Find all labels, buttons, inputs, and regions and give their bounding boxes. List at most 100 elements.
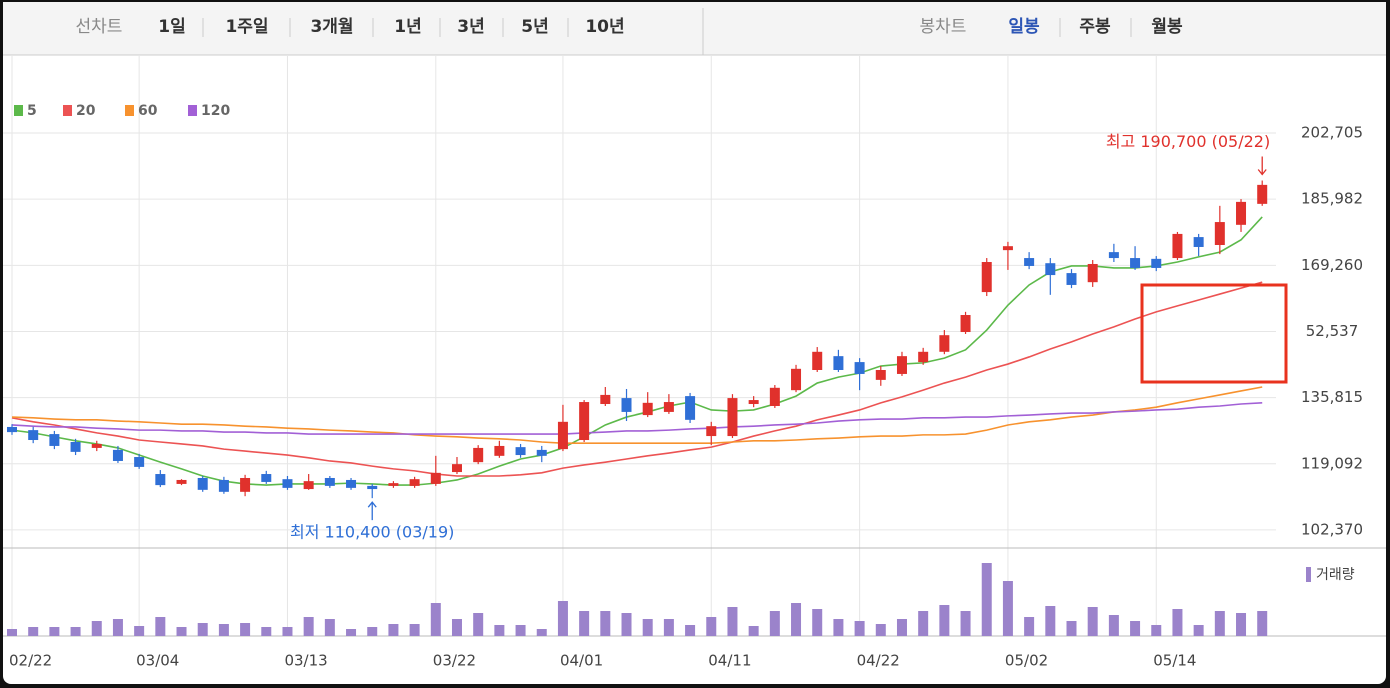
volume-bar <box>1045 606 1056 636</box>
legend-swatch <box>14 105 23 116</box>
volume-bar <box>261 627 272 636</box>
period-button[interactable]: 1주일 <box>225 17 268 37</box>
candle-body <box>1130 258 1141 268</box>
y-tick-label: 52,537 <box>1306 322 1359 340</box>
period-button[interactable]: 3개월 <box>310 17 353 37</box>
candle-body <box>1024 258 1035 266</box>
candle-body <box>600 394 611 405</box>
candle-body <box>451 464 462 473</box>
candle-body <box>282 479 293 488</box>
candle-body <box>176 479 187 484</box>
volume-bar <box>833 619 844 636</box>
candle-body <box>536 449 547 456</box>
high-arrow <box>1257 156 1267 176</box>
y-tick-label: 135,815 <box>1301 388 1363 406</box>
candle-body <box>1066 273 1077 285</box>
volume-bar <box>49 627 60 636</box>
volume-bar <box>918 611 929 636</box>
candle-body <box>28 430 39 441</box>
candle-body <box>579 402 590 441</box>
candle-body <box>621 398 632 412</box>
volume-bar <box>1087 607 1098 636</box>
candle-body <box>240 477 251 492</box>
interval-button[interactable]: 일봉 <box>1008 17 1040 37</box>
x-tick-label: 02/22 <box>9 652 52 670</box>
candle-body <box>197 477 208 490</box>
candle-body <box>812 351 823 370</box>
candle-body <box>939 335 950 352</box>
period-button[interactable]: 3년 <box>457 17 484 37</box>
candle-body <box>1236 201 1247 225</box>
volume-bar <box>70 627 81 636</box>
legend-label: 120 <box>201 103 230 119</box>
volume-bar <box>303 617 314 636</box>
volume-bar <box>1236 613 1247 636</box>
volume-bar <box>240 623 251 636</box>
candle-body <box>1257 184 1268 204</box>
volume-bar <box>134 626 145 636</box>
period-button[interactable]: 1년 <box>394 17 421 37</box>
volume-bar <box>1002 581 1013 636</box>
volume-bar <box>706 617 717 636</box>
legend-label: 5 <box>27 103 37 119</box>
candle-body <box>261 474 272 482</box>
volume-bar <box>812 609 823 636</box>
candle-body <box>1214 222 1225 245</box>
grid <box>3 56 1276 636</box>
period-button[interactable]: 10년 <box>585 17 624 37</box>
interval-button[interactable]: 월봉 <box>1151 17 1183 37</box>
y-tick-label: 119,092 <box>1301 454 1363 472</box>
volume-bar <box>1024 617 1035 636</box>
low-arrow <box>367 501 377 521</box>
highlight-box <box>1140 283 1288 384</box>
x-tick-label: 03/13 <box>284 652 327 670</box>
candle-body <box>7 426 17 433</box>
candle-body <box>875 369 886 380</box>
volume-bar <box>473 613 484 636</box>
x-tick-label: 05/02 <box>1005 652 1048 670</box>
volume-bar <box>1130 621 1141 636</box>
x-tick-label: 03/22 <box>433 652 476 670</box>
candle-body <box>367 485 378 490</box>
candle-body <box>727 398 738 437</box>
volume-bar <box>1257 611 1268 636</box>
chart-mode-label: 선차트 <box>76 17 123 37</box>
candle-body <box>49 434 60 446</box>
y-tick-label: 185,982 <box>1301 190 1363 208</box>
volume-bar <box>282 627 293 636</box>
y-tick-label: 102,370 <box>1301 520 1363 538</box>
volume-bar <box>346 629 357 636</box>
volume-bar <box>685 625 696 636</box>
candle-body <box>918 351 929 363</box>
volume-bar <box>451 619 462 636</box>
volume-bar <box>7 629 17 636</box>
moving-average-line <box>11 386 1263 444</box>
candle-mode-label: 봉차트 <box>920 17 967 37</box>
volume-bar <box>1193 625 1204 636</box>
candle-body <box>854 362 865 374</box>
volume-bar <box>1108 615 1119 636</box>
volume-bar <box>367 627 378 636</box>
volume-bar <box>939 605 950 636</box>
x-tick-label: 04/11 <box>708 652 751 670</box>
volume-bar <box>663 619 674 636</box>
candle-body <box>494 445 505 456</box>
volume-bar <box>1214 611 1225 636</box>
volume-legend-swatch <box>1306 567 1311 582</box>
candle-body <box>134 457 145 467</box>
volume-bar <box>28 627 39 636</box>
volume-bar <box>197 623 208 636</box>
candle-body <box>1172 233 1183 259</box>
candle-body <box>769 387 780 406</box>
candle-body <box>1108 252 1119 259</box>
period-button[interactable]: 1일 <box>158 17 185 37</box>
period-button[interactable]: 5년 <box>521 17 548 37</box>
y-tick-label: 202,705 <box>1301 124 1363 142</box>
y-tick-label: 169,260 <box>1301 256 1363 274</box>
candle-body <box>91 443 102 448</box>
interval-button[interactable]: 주봉 <box>1079 17 1111 37</box>
moving-average-line <box>11 402 1263 435</box>
candle-body <box>1151 258 1162 268</box>
candle-body <box>515 447 526 456</box>
x-tick-label: 04/01 <box>560 652 603 670</box>
